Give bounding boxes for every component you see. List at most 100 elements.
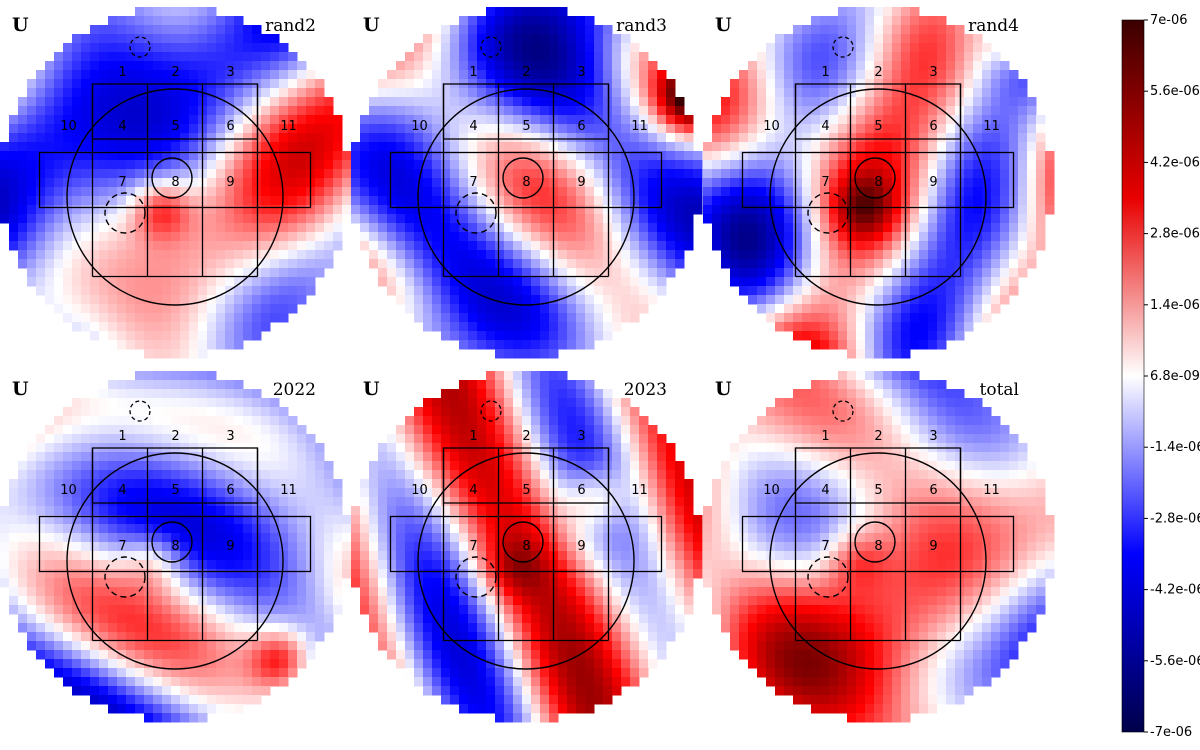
map-panel-rand4: 1 2 3 4 5 6 7 8 9 10 11 U rand4 bbox=[703, 7, 1055, 359]
intensity-field bbox=[351, 7, 703, 359]
map-panel-rand3: 1 2 3 4 5 6 7 8 9 10 11 U rand3 bbox=[351, 7, 703, 359]
sector-label-7: 7 bbox=[469, 539, 477, 554]
sector-label-9: 9 bbox=[929, 175, 937, 190]
sector-label-3: 3 bbox=[226, 65, 234, 80]
center-circle bbox=[854, 157, 896, 199]
quantity-label: U bbox=[12, 378, 29, 400]
dashed-circle-lower bbox=[104, 556, 146, 598]
sector-label-6: 6 bbox=[577, 119, 585, 134]
panel-title: 2023 bbox=[624, 380, 667, 400]
dashed-circle-lower bbox=[455, 192, 497, 234]
sector-label-9: 9 bbox=[226, 539, 234, 554]
sector-grid bbox=[38, 447, 312, 642]
map-panel-2022: 1 2 3 4 5 6 7 8 9 10 11 U 2022 bbox=[0, 371, 352, 723]
panel-title: rand3 bbox=[616, 16, 667, 36]
sector-label-7: 7 bbox=[118, 175, 126, 190]
sector-label-5: 5 bbox=[874, 119, 882, 134]
sector-grid bbox=[741, 83, 1015, 278]
dashed-circle-lower bbox=[807, 192, 849, 234]
sector-label-11: 11 bbox=[280, 483, 297, 498]
sector-label-11: 11 bbox=[983, 483, 1000, 498]
dashed-circle-upper bbox=[480, 36, 502, 58]
sector-label-2: 2 bbox=[171, 65, 179, 80]
colorbar-tick-label: -1.4e-06 bbox=[1150, 440, 1200, 455]
map-panel-2023: 1 2 3 4 5 6 7 8 9 10 11 U 2023 bbox=[351, 371, 703, 723]
center-circle bbox=[502, 521, 544, 563]
colorbar-tick-label: -4.2e-06 bbox=[1150, 583, 1200, 598]
dashed-circle-upper bbox=[832, 400, 854, 422]
sector-label-5: 5 bbox=[874, 483, 882, 498]
sector-label-10: 10 bbox=[60, 119, 77, 134]
quantity-label: U bbox=[363, 14, 380, 36]
sector-label-1: 1 bbox=[118, 429, 126, 444]
sector-label-1: 1 bbox=[821, 429, 829, 444]
sector-label-8: 8 bbox=[522, 539, 530, 554]
sector-label-2: 2 bbox=[171, 429, 179, 444]
dashed-circle-upper bbox=[480, 400, 502, 422]
colorbar-tick-label: 7e-06 bbox=[1150, 13, 1188, 28]
sector-label-8: 8 bbox=[522, 175, 530, 190]
sector-label-3: 3 bbox=[577, 429, 585, 444]
sector-label-4: 4 bbox=[469, 119, 477, 134]
colorbar-tick-label: -5.6e-06 bbox=[1150, 654, 1200, 669]
sector-label-8: 8 bbox=[874, 175, 882, 190]
sector-label-2: 2 bbox=[874, 429, 882, 444]
sector-label-2: 2 bbox=[522, 65, 530, 80]
sector-label-8: 8 bbox=[874, 539, 882, 554]
intensity-field bbox=[703, 371, 1055, 723]
dashed-circle-upper bbox=[832, 36, 854, 58]
sector-label-4: 4 bbox=[118, 483, 126, 498]
sector-label-6: 6 bbox=[226, 119, 234, 134]
sector-label-6: 6 bbox=[929, 483, 937, 498]
quantity-label: U bbox=[715, 378, 732, 400]
panel-title: rand2 bbox=[265, 16, 316, 36]
colorbar-tick-label: 6.8e-09 bbox=[1150, 369, 1200, 384]
outer-circle bbox=[417, 452, 635, 670]
sector-label-1: 1 bbox=[469, 429, 477, 444]
sector-label-9: 9 bbox=[929, 539, 937, 554]
sector-label-5: 5 bbox=[522, 483, 530, 498]
sector-label-3: 3 bbox=[929, 65, 937, 80]
colorbar-tick-label: 5.6e-06 bbox=[1150, 84, 1200, 99]
colorbar-tick-label: 2.8e-06 bbox=[1150, 227, 1200, 242]
intensity-field bbox=[351, 371, 703, 723]
center-circle bbox=[151, 521, 193, 563]
sector-label-2: 2 bbox=[874, 65, 882, 80]
quantity-label: U bbox=[363, 378, 380, 400]
intensity-field bbox=[0, 371, 352, 723]
colorbar-gradient bbox=[1121, 19, 1145, 733]
sector-label-8: 8 bbox=[171, 539, 179, 554]
dashed-circle-lower bbox=[455, 556, 497, 598]
center-circle bbox=[502, 157, 544, 199]
sector-label-7: 7 bbox=[821, 539, 829, 554]
map-panel-total: 1 2 3 4 5 6 7 8 9 10 11 U total bbox=[703, 371, 1055, 723]
sector-label-9: 9 bbox=[226, 175, 234, 190]
sector-label-5: 5 bbox=[171, 483, 179, 498]
sector-label-7: 7 bbox=[118, 539, 126, 554]
sector-label-7: 7 bbox=[469, 175, 477, 190]
sector-label-5: 5 bbox=[171, 119, 179, 134]
sector-label-11: 11 bbox=[983, 119, 1000, 134]
dashed-circle-upper bbox=[129, 400, 151, 422]
sector-label-3: 3 bbox=[577, 65, 585, 80]
sector-label-4: 4 bbox=[821, 119, 829, 134]
sector-label-10: 10 bbox=[411, 483, 428, 498]
sector-label-1: 1 bbox=[118, 65, 126, 80]
colorbar: 7e-06 5.6e-06 4.2e-06 2.8e-06 1.4e-06 6.8e-09… bbox=[1121, 13, 1200, 740]
sector-label-1: 1 bbox=[469, 65, 477, 80]
sector-label-10: 10 bbox=[763, 119, 780, 134]
sector-label-6: 6 bbox=[226, 483, 234, 498]
dashed-circle-lower bbox=[104, 192, 146, 234]
dashed-circle-upper bbox=[129, 36, 151, 58]
outer-circle bbox=[66, 88, 284, 306]
sector-grid bbox=[741, 447, 1015, 642]
sector-label-10: 10 bbox=[60, 483, 77, 498]
sector-label-1: 1 bbox=[821, 65, 829, 80]
panel-title: total bbox=[980, 380, 1019, 400]
sector-label-3: 3 bbox=[929, 429, 937, 444]
sector-label-7: 7 bbox=[821, 175, 829, 190]
outer-circle bbox=[769, 88, 987, 306]
outer-circle bbox=[417, 88, 635, 306]
